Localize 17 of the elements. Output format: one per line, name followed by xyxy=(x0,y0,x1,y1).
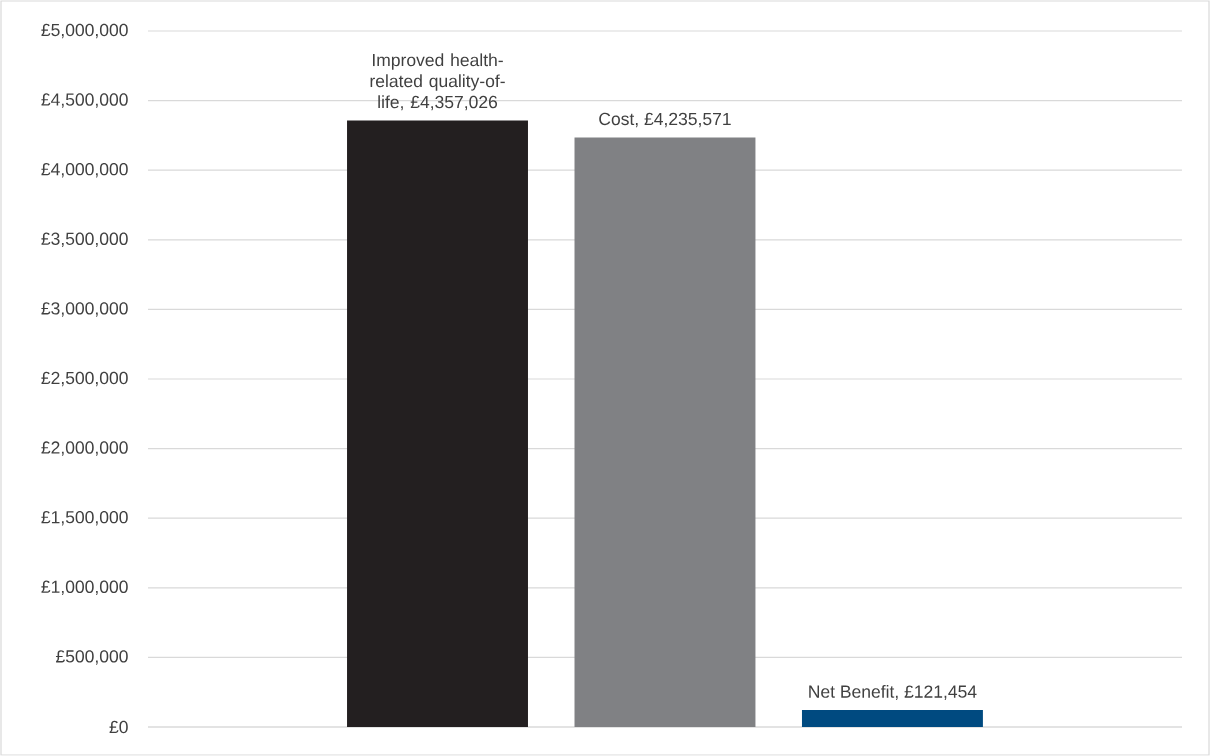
bar xyxy=(347,120,528,727)
y-tick-label: £5,000,000 xyxy=(41,23,128,39)
data-label: Cost, £4,235,571 xyxy=(599,112,731,128)
y-tick-label: £1,000,000 xyxy=(41,580,128,596)
y-tick-label: £0 xyxy=(109,720,128,734)
y-tick-label: £2,500,000 xyxy=(41,371,128,387)
y-tick-label: £3,000,000 xyxy=(41,302,128,317)
y-tick-label: £4,500,000 xyxy=(41,93,128,108)
bar xyxy=(574,137,756,727)
y-tick-label: £3,500,000 xyxy=(41,232,128,248)
bar xyxy=(801,710,983,727)
y-tick-label: £1,500,000 xyxy=(41,510,128,526)
y-tick-label: £2,000,000 xyxy=(41,441,128,456)
y-tick-label: £4,000,000 xyxy=(41,162,128,178)
y-tick-label: £500,000 xyxy=(55,650,128,665)
data-label: Improved health-related quality-of-life, £4,357,026 xyxy=(370,53,505,111)
data-label: Net Benefit, £121,454 xyxy=(809,684,977,700)
